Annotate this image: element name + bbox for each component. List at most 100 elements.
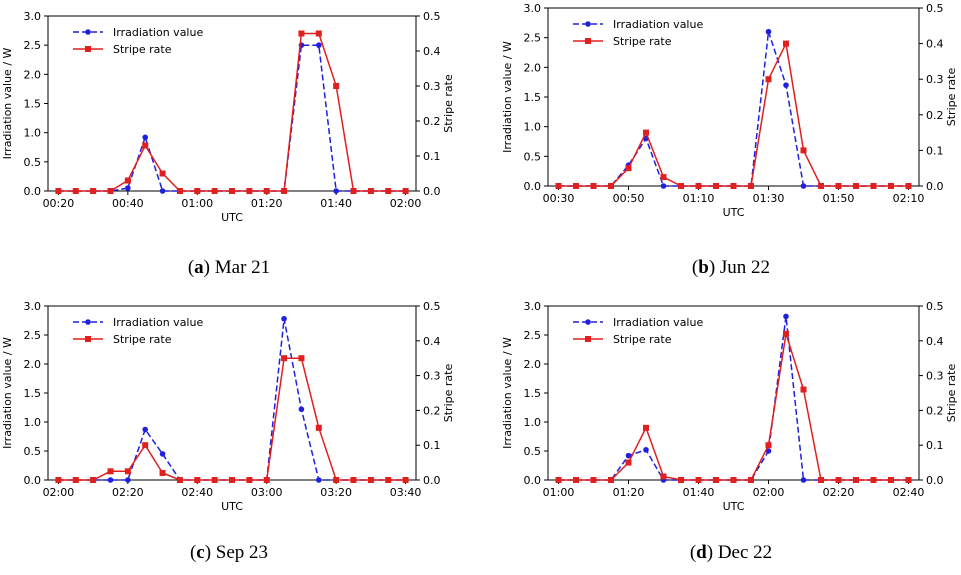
data-point	[211, 188, 218, 194]
data-point	[888, 183, 894, 189]
x-tick-label: 01:20	[251, 197, 283, 210]
caption-date: Jun 22	[719, 257, 771, 278]
data-point	[176, 477, 183, 483]
data-point	[695, 183, 702, 189]
x-tick-label: 01:10	[683, 192, 715, 205]
data-point	[90, 188, 97, 194]
y-tick-label: 2.5	[24, 39, 42, 52]
data-point	[142, 134, 149, 141]
data-point	[229, 477, 235, 483]
x-tick-label: 00:20	[43, 197, 75, 210]
data-point	[298, 406, 305, 413]
data-point	[402, 188, 409, 194]
data-point	[315, 30, 322, 37]
legend-label: Stripe rate	[613, 333, 672, 346]
y-tick-label: 1.5	[524, 91, 542, 104]
data-point	[660, 473, 667, 480]
data-point	[835, 183, 842, 189]
data-point	[125, 185, 131, 191]
data-point	[573, 183, 579, 189]
y-tick-label: 1.0	[24, 416, 42, 429]
data-point	[107, 188, 114, 194]
data-point	[870, 183, 877, 189]
data-point	[124, 468, 131, 475]
data-point	[695, 477, 702, 483]
data-point	[263, 477, 270, 483]
x-tick-label: 01:20	[613, 486, 645, 499]
data-point	[159, 470, 166, 477]
plot-frame	[47, 305, 417, 481]
data-point	[870, 477, 877, 483]
data-point	[385, 188, 392, 194]
y-axis-label: Irradiation value / W	[501, 337, 514, 449]
y-tick-label: 2.0	[24, 358, 42, 371]
stripe-rate-series-line	[58, 357, 406, 481]
x-tick-label: 03:00	[251, 486, 283, 499]
y-tick-label: 0.5	[24, 156, 42, 169]
data-point	[402, 477, 409, 483]
caption-d: (d) Dec 22	[689, 542, 773, 563]
y-tick-label: 0.0	[524, 474, 542, 487]
data-point	[660, 183, 667, 189]
y2-tick-label: 0.0	[926, 180, 944, 193]
legend-marker	[585, 336, 591, 342]
data-point	[625, 459, 632, 466]
y2-tick-label: 0.2	[423, 115, 441, 128]
y2-tick-label: 0.2	[926, 404, 944, 417]
data-point	[142, 442, 149, 449]
x-axis-label: UTC	[723, 206, 745, 219]
plot-frame	[47, 15, 417, 192]
data-point	[765, 28, 772, 35]
x-tick-label: 02:40	[893, 486, 925, 499]
data-point	[853, 477, 859, 483]
stripe-rate-series-line	[558, 333, 909, 481]
plot-frame	[547, 7, 920, 187]
y-tick-label: 2.5	[524, 32, 542, 45]
data-point	[783, 330, 789, 337]
y2-tick-label: 0.3	[926, 73, 944, 86]
data-point	[298, 30, 305, 37]
y-axis-label: Irradiation value / W	[1, 337, 14, 449]
data-point	[713, 477, 719, 483]
y-tick-label: 3.0	[524, 300, 542, 313]
x-tick-label: 02:20	[823, 486, 855, 499]
x-tick-label: 02:00	[753, 486, 785, 499]
data-point	[367, 477, 374, 483]
data-point	[229, 188, 235, 194]
data-point	[350, 188, 357, 194]
data-point	[142, 142, 149, 149]
x-tick-label: 01:30	[753, 192, 785, 205]
x-tick-label: 00:50	[613, 192, 645, 205]
y2-axis-label: Stripe rate	[945, 364, 958, 423]
legend-marker	[85, 336, 91, 342]
data-point	[107, 468, 114, 475]
data-point	[765, 442, 772, 449]
data-point	[281, 355, 288, 362]
stripe-rate-series	[55, 30, 409, 194]
data-point	[608, 477, 614, 483]
data-point	[385, 477, 392, 483]
y-tick-label: 1.0	[24, 127, 42, 140]
data-point	[555, 183, 562, 189]
x-axis-label: UTC	[723, 500, 745, 513]
irradiation-series-line	[558, 316, 909, 481]
legend-label: Irradiation value	[113, 26, 203, 39]
caption-date: Mar 21	[214, 257, 271, 278]
y-tick-label: 1.5	[524, 387, 542, 400]
data-point	[281, 188, 288, 194]
data-point	[72, 188, 79, 194]
y2-tick-label: 0.4	[423, 335, 441, 348]
x-axis-label: UTC	[221, 500, 243, 513]
legend: Irradiation value Stripe rate	[573, 18, 703, 48]
irradiation-series	[55, 315, 409, 483]
y2-tick-label: 0.1	[926, 439, 944, 452]
x-axis-label: UTC	[221, 211, 243, 224]
y-tick-label: 1.5	[24, 98, 42, 111]
chart-panel-c: 0.0 0.5 1.0 1.5 2.0 2.5 3.0 0.0 0.1 0.2 0.3 0.4 0.5 0…	[1, 300, 455, 513]
x-tick-label: 01:00	[543, 486, 575, 499]
plot-frame	[547, 305, 920, 481]
data-point	[730, 477, 737, 483]
y2-axis-label: Stripe rate	[945, 68, 958, 127]
data-point	[315, 42, 322, 48]
legend-marker	[85, 319, 91, 325]
